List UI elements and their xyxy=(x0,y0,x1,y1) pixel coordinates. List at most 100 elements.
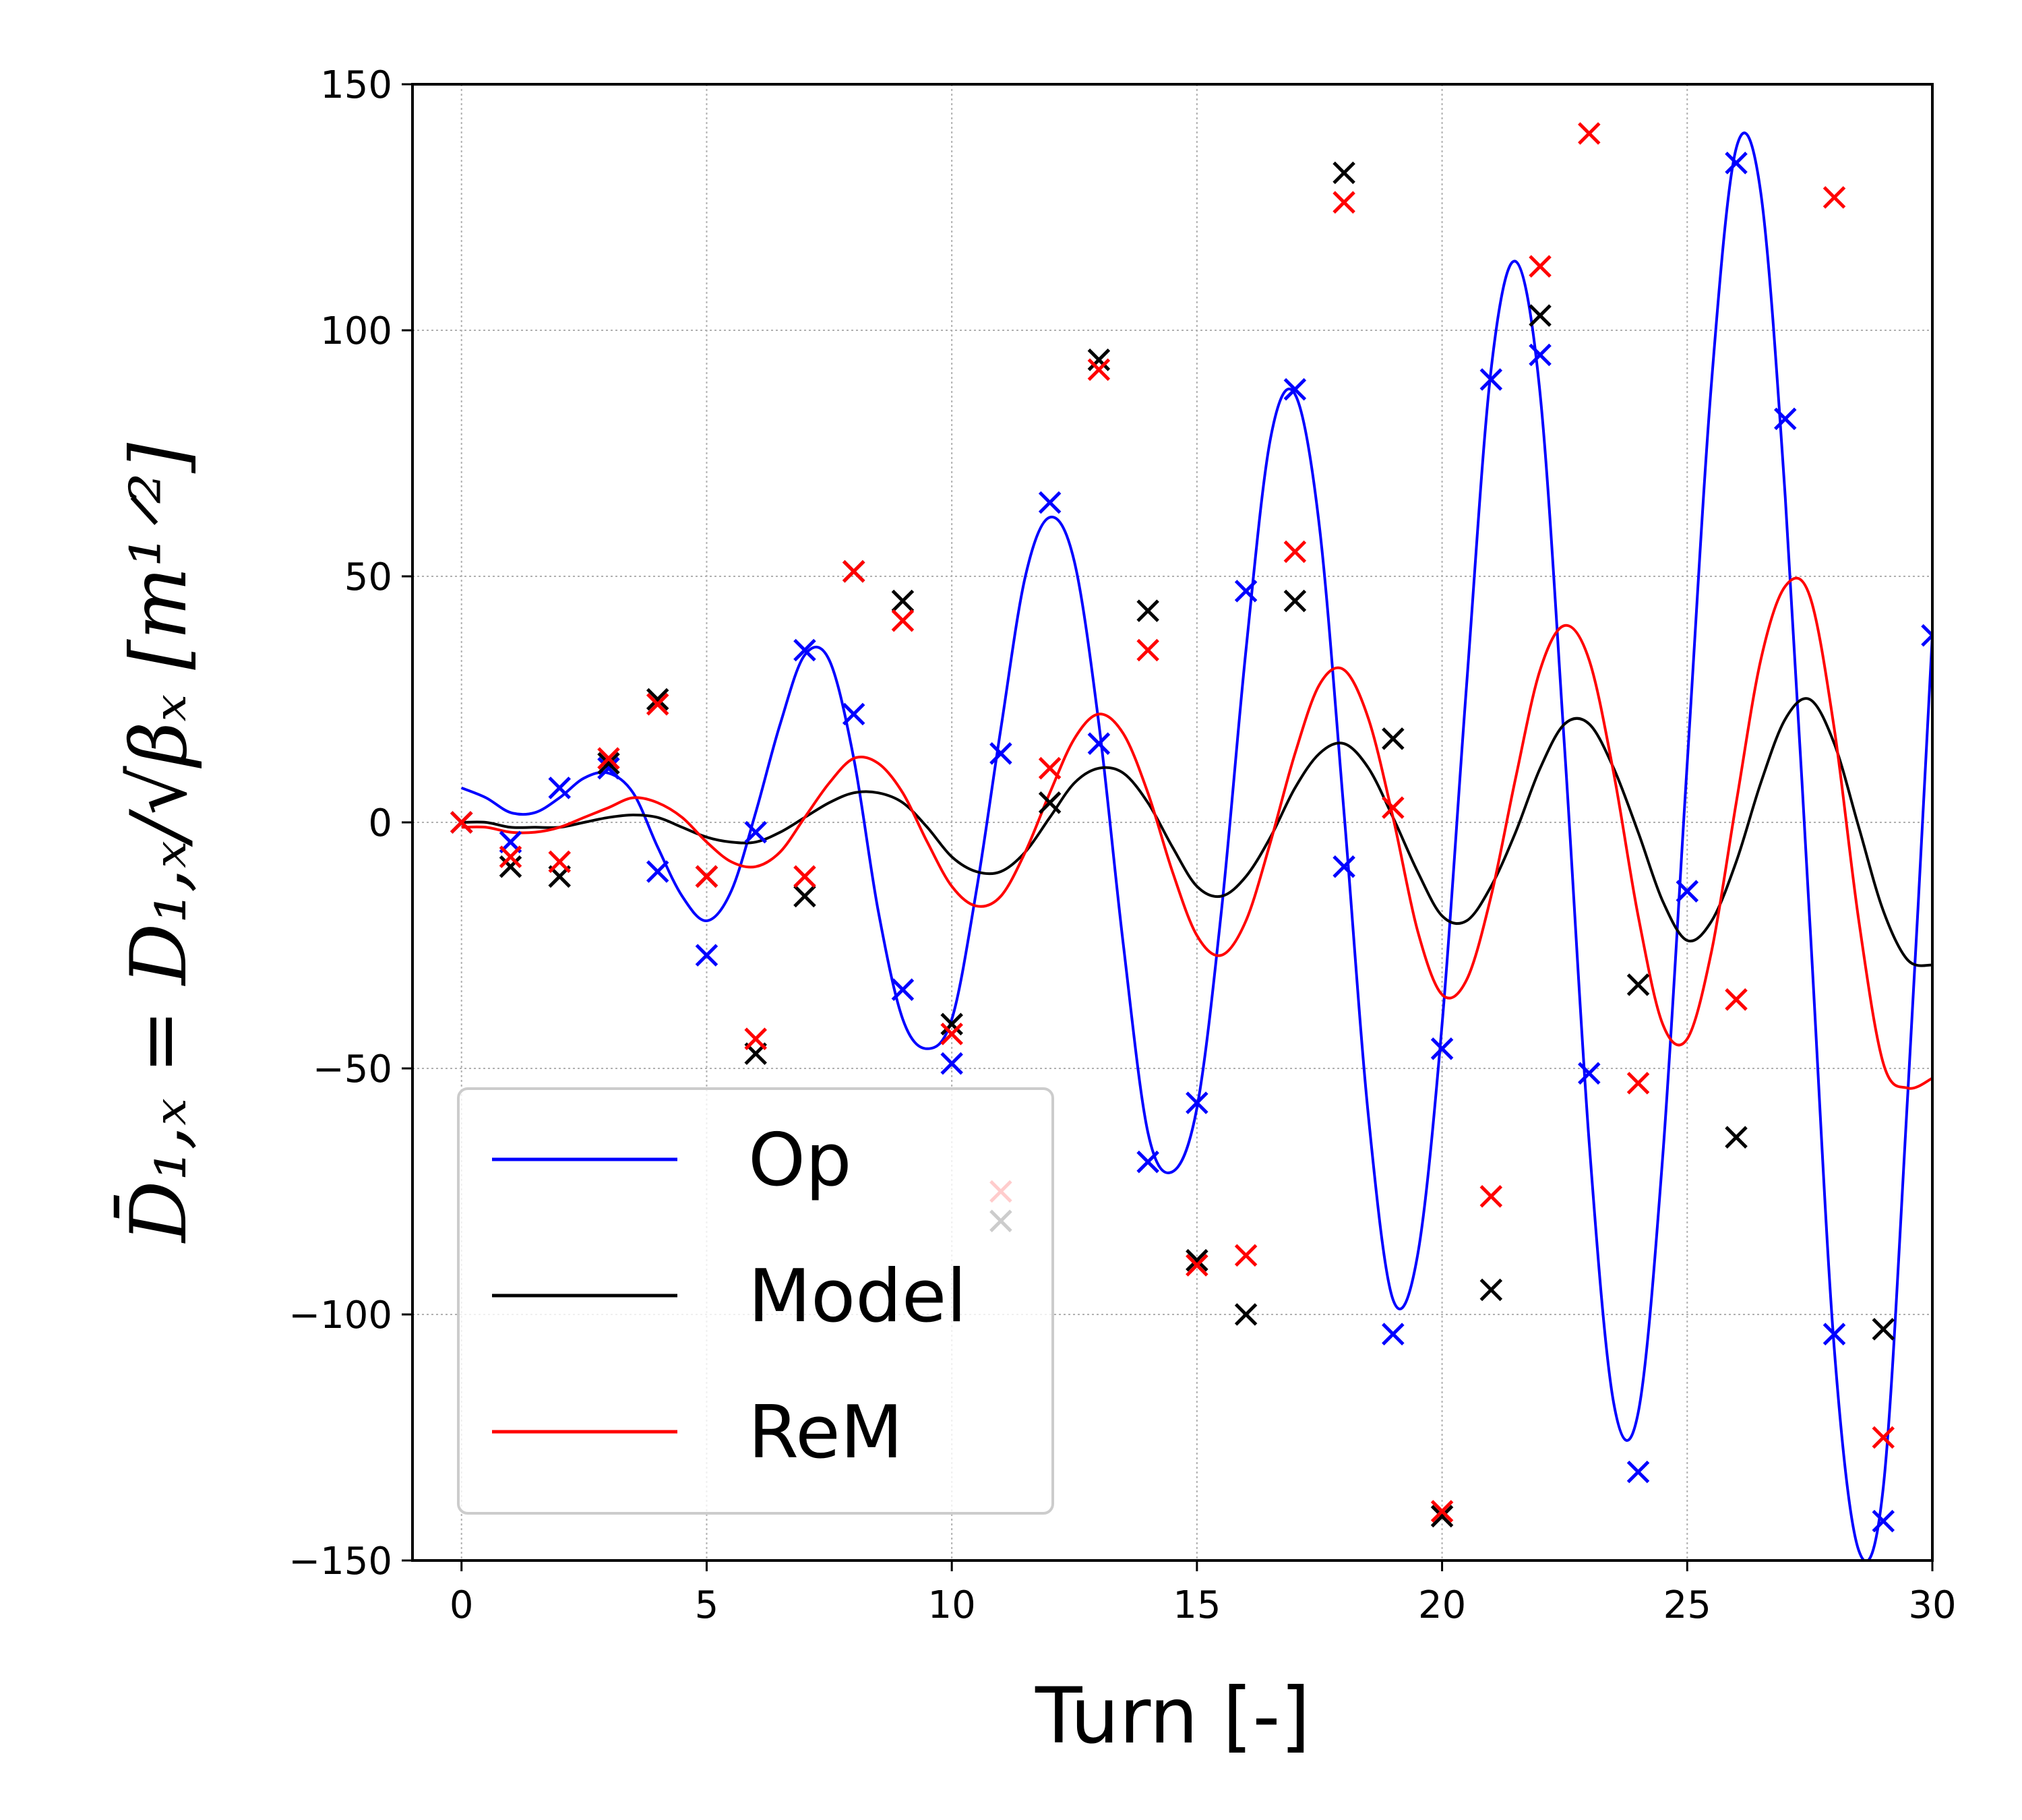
marker-op xyxy=(940,1052,963,1075)
marker-op xyxy=(1283,377,1307,401)
marker-rem xyxy=(793,865,816,888)
marker-model xyxy=(1872,1318,1895,1341)
marker-op xyxy=(891,978,915,1001)
x-axis-label: Turn [-] xyxy=(1035,1671,1310,1761)
marker-op xyxy=(1921,624,1932,647)
marker-model xyxy=(1136,599,1159,622)
marker-op xyxy=(1234,580,1258,603)
marker-op xyxy=(1038,491,1062,514)
y-tick-label: 50 xyxy=(344,555,392,599)
marker-rem xyxy=(695,865,718,888)
marker-model xyxy=(1038,791,1062,814)
marker-rem xyxy=(744,1027,767,1050)
y-tick-label: 100 xyxy=(320,309,392,353)
legend-label-op: Op xyxy=(748,1118,852,1203)
legend-label-rem: ReM xyxy=(748,1391,903,1475)
marker-op xyxy=(548,777,571,799)
marker-op xyxy=(1186,1091,1208,1114)
y-tick-label: −150 xyxy=(288,1540,392,1583)
series-line-model xyxy=(461,697,1932,967)
marker-rem xyxy=(450,811,473,834)
legend-label-model: Model xyxy=(748,1254,967,1339)
x-tick-label: 30 xyxy=(1908,1583,1956,1627)
marker-op xyxy=(744,820,767,844)
marker-model xyxy=(646,688,669,711)
marker-op xyxy=(842,702,865,726)
x-tick-label: 25 xyxy=(1663,1583,1711,1627)
series-lines xyxy=(460,131,1932,1560)
marker-op xyxy=(597,756,620,780)
marker-rem xyxy=(1332,191,1355,214)
marker-rem xyxy=(646,693,669,716)
marker-op xyxy=(646,860,669,883)
marker-rem xyxy=(891,609,915,632)
ticks xyxy=(402,83,1934,1571)
marker-rem xyxy=(1186,1254,1208,1277)
marker-model xyxy=(1087,348,1111,371)
marker-model xyxy=(1186,1248,1208,1272)
marker-rem xyxy=(548,850,571,874)
series-line-op xyxy=(460,131,1932,1560)
marker-rem xyxy=(597,747,620,770)
legend-box xyxy=(457,1087,1054,1515)
marker-model xyxy=(1529,304,1552,327)
marker-op xyxy=(1332,855,1355,878)
marker-op xyxy=(793,638,816,662)
y-tick-label: 150 xyxy=(320,63,392,107)
marker-model xyxy=(891,589,915,613)
marker-rem xyxy=(1087,358,1111,382)
marker-rem xyxy=(1283,540,1307,564)
series-line-rem xyxy=(461,576,1932,1090)
marker-op xyxy=(1430,1037,1454,1060)
x-tick-label: 5 xyxy=(695,1583,719,1627)
marker-rem xyxy=(842,559,865,583)
marker-model xyxy=(1430,1505,1454,1528)
y-tick-label: 0 xyxy=(368,801,392,845)
x-tick-label: 0 xyxy=(450,1583,474,1627)
marker-model xyxy=(499,855,522,878)
marker-rem xyxy=(1234,1244,1258,1267)
marker-op xyxy=(1087,732,1111,755)
marker-model xyxy=(793,884,816,908)
marker-rem xyxy=(1479,1185,1503,1208)
series-markers xyxy=(450,122,1932,1533)
tick-labels: 0 5 10 15 20 25 30 −150 −100 −50 0 50 100 150 xyxy=(288,63,1956,1627)
marker-model xyxy=(940,1012,963,1036)
marker-rem xyxy=(1626,1072,1650,1095)
marker-op xyxy=(1529,343,1552,367)
marker-op xyxy=(1626,1460,1650,1484)
legend: Op Model ReM xyxy=(457,1087,1054,1515)
marker-rem xyxy=(1529,255,1552,278)
marker-model xyxy=(1479,1278,1503,1302)
marker-rem xyxy=(1382,796,1405,819)
marker-op xyxy=(1479,368,1503,391)
y-axis-label: D̄₁,ₓ = D₁,ₓ/√βₓ [m¹ᐟ²] xyxy=(113,442,204,1244)
y-tick-label: −50 xyxy=(313,1048,392,1091)
marker-op xyxy=(1676,880,1699,903)
marker-rem xyxy=(1872,1426,1895,1449)
marker-model xyxy=(1283,589,1307,613)
marker-rem xyxy=(499,845,522,868)
marker-op xyxy=(1382,1323,1405,1345)
marker-rem xyxy=(1578,122,1601,145)
marker-model xyxy=(1382,727,1405,750)
marker-rem xyxy=(1822,186,1846,209)
marker-op xyxy=(1725,152,1748,175)
y-tick-label: −100 xyxy=(288,1294,392,1337)
marker-model xyxy=(1234,1303,1258,1326)
x-tick-label: 10 xyxy=(928,1583,976,1627)
marker-rem xyxy=(940,1023,963,1045)
marker-model xyxy=(1725,1126,1748,1149)
marker-model xyxy=(597,752,620,775)
marker-op xyxy=(989,742,1012,765)
marker-op xyxy=(1822,1323,1846,1345)
x-tick-label: 20 xyxy=(1418,1583,1466,1627)
marker-model xyxy=(1332,161,1355,185)
marker-model xyxy=(1626,973,1650,996)
marker-rem xyxy=(1136,638,1159,662)
marker-op xyxy=(1774,407,1797,431)
marker-rem xyxy=(1725,988,1748,1011)
marker-rem xyxy=(1430,1500,1454,1523)
marker-op xyxy=(1872,1509,1895,1533)
x-tick-label: 15 xyxy=(1173,1583,1221,1627)
